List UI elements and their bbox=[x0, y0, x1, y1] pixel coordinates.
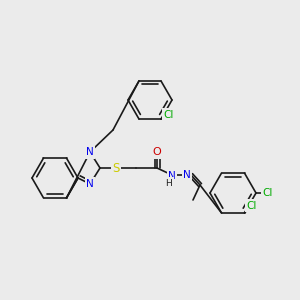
Text: S: S bbox=[112, 161, 120, 175]
Text: Cl: Cl bbox=[164, 110, 174, 120]
Text: Cl: Cl bbox=[263, 188, 273, 198]
Text: O: O bbox=[153, 147, 161, 157]
Text: H: H bbox=[166, 178, 172, 188]
Text: N: N bbox=[183, 170, 191, 180]
Text: Cl: Cl bbox=[246, 201, 257, 211]
Text: N: N bbox=[86, 147, 94, 157]
Text: N: N bbox=[168, 171, 176, 181]
Text: N: N bbox=[86, 179, 94, 189]
